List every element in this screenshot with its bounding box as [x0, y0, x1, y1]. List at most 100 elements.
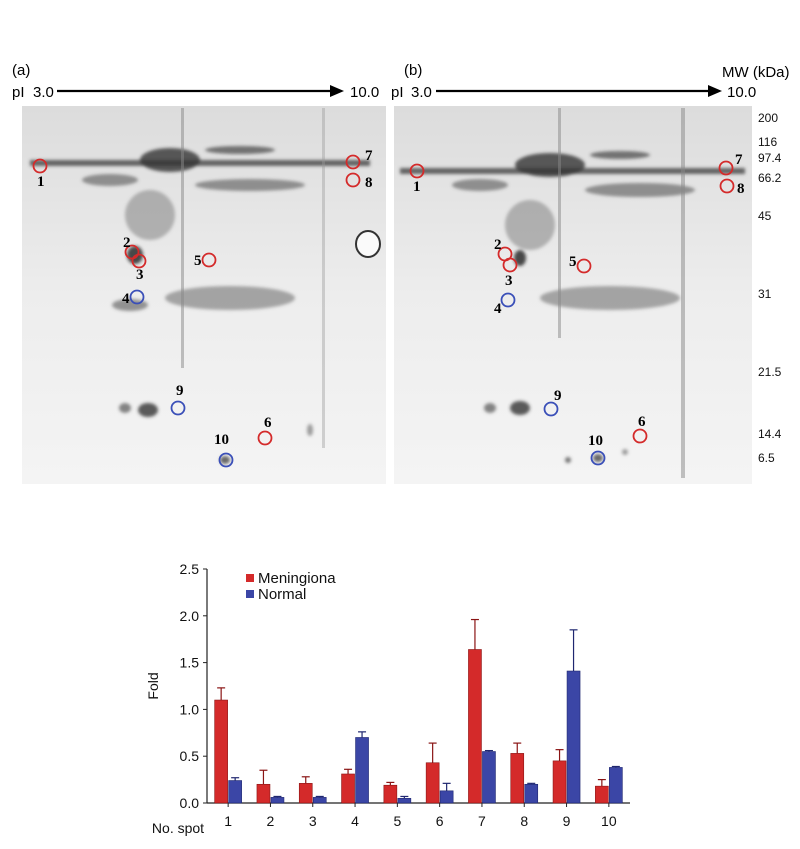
panel-a-spot-circle-3	[131, 253, 147, 269]
panel-a-spot-circle-2	[124, 244, 140, 260]
panel-b-spot-circle-7	[718, 160, 734, 176]
mw-marker-5: 31	[758, 287, 772, 301]
panel-b-spot-number-1: 1	[413, 179, 421, 195]
panel-a-pi-end: 10.0	[350, 84, 379, 101]
panel-b-spot-number-9: 9	[554, 388, 562, 404]
spots-panel-a: 1 234 5 6 7 8 9 10	[32, 148, 373, 468]
x-tick-label-6: 6	[436, 813, 444, 829]
gel-figure: (a) pI 3.0 10.0 (b) pI 3.0 10.0 MW (kDa)	[12, 62, 790, 484]
bar-meningioma-1	[214, 699, 228, 804]
panel-a-spot-number-10: 10	[214, 432, 229, 448]
panel-b-spot-circle-4	[500, 292, 516, 308]
panel-b-spot-circle-10	[590, 450, 606, 466]
mw-marker-6: 21.5	[758, 365, 782, 379]
x-tick-label-5: 5	[393, 813, 401, 829]
gel-image-a	[22, 106, 386, 484]
mw-marker-8: 6.5	[758, 451, 775, 465]
panel-b-spot-number-6: 6	[638, 414, 646, 430]
bar-normal-1	[228, 780, 242, 804]
panel-b-spot-circle-1	[409, 163, 425, 179]
panel-a-spot-circle-7	[345, 154, 361, 170]
mw-marker-0: 200	[758, 111, 778, 125]
panel-b-spot-number-3: 3	[505, 273, 513, 289]
bar-normal-8	[524, 783, 539, 804]
panel-a-spot-circle-10	[218, 452, 234, 468]
x-axis-label: No. spot	[152, 820, 204, 836]
mw-marker-3: 66.2	[758, 171, 782, 185]
panel-b-spot-number-5: 5	[569, 254, 577, 270]
gel-image-b	[394, 106, 752, 484]
panel-b-spot-circle-3	[502, 257, 518, 273]
mw-marker-2: 97.4	[758, 151, 782, 165]
x-tick-label-8: 8	[520, 813, 528, 829]
panel-b-pi-end: 10.0	[727, 84, 756, 101]
panel-a-pi-prefix: pI	[12, 84, 25, 101]
x-tick-label-9: 9	[563, 813, 571, 829]
x-tick-label-1: 1	[224, 813, 232, 829]
panel-a-spot-circle-1	[32, 158, 48, 174]
x-tick-label-7: 7	[478, 813, 486, 829]
y-tick-label-3: 1.5	[180, 655, 200, 671]
panel-b-spot-number-4: 4	[494, 301, 502, 317]
legend-swatch-normal	[246, 590, 254, 598]
bar-meningioma-9	[552, 760, 567, 804]
bar-normal-4	[355, 737, 369, 804]
panel-a-spot-number-4: 4	[122, 291, 130, 307]
panel-a-spot-circle-8	[345, 172, 361, 188]
x-tick-label-4: 4	[351, 813, 359, 829]
mw-marker-1: 116	[758, 135, 777, 149]
panel-b-label: (b)	[404, 62, 422, 79]
y-tick-label-0: 0.0	[180, 795, 200, 811]
bar-normal-9	[566, 670, 581, 804]
bar-meningioma-2	[256, 783, 271, 804]
mw-marker-7: 14.4	[758, 427, 782, 441]
panel-b-pi-start: 3.0	[411, 84, 432, 101]
y-axis-label: Fold	[145, 672, 161, 699]
mw-title: MW (kDa)	[722, 64, 790, 81]
legend-label-normal: Normal	[258, 586, 306, 603]
bar-meningioma-7	[468, 649, 482, 804]
panel-a-spot-number-3: 3	[136, 267, 144, 283]
panel-a-pi-start: 3.0	[33, 84, 54, 101]
y-tick-label-1: 0.5	[180, 748, 200, 764]
y-tick-label-2: 1.0	[180, 701, 200, 717]
panel-a-arrowhead-icon	[330, 85, 344, 97]
spots-panel-b: 1 2 34 5 6 7 8 9 10	[409, 152, 745, 466]
panel-a-spot-number-7: 7	[365, 148, 373, 164]
legend-swatch-meningioma	[246, 574, 254, 582]
bar-meningioma-5	[383, 784, 398, 804]
panel-b-spot-number-10: 10	[588, 433, 603, 449]
panel-a-spot-circle-9	[170, 400, 186, 416]
bar-meningioma-3	[298, 783, 313, 804]
panel-a-spot-number-5: 5	[194, 253, 202, 269]
panel-a-spot-circle-6	[257, 430, 273, 446]
panel-b-spot-number-7: 7	[735, 152, 743, 168]
x-tick-label-10: 10	[601, 813, 617, 829]
x-tick-label-2: 2	[267, 813, 275, 829]
panel-a-spot-number-1: 1	[37, 174, 45, 190]
bar-meningioma-6	[425, 762, 440, 804]
panel-b-spot-circle-6	[632, 428, 648, 444]
bar-meningioma-4	[341, 773, 355, 804]
panel-b-spot-number-2: 2	[494, 237, 502, 253]
bar-normal-7	[482, 751, 496, 804]
panel-a-spot-number-6: 6	[264, 415, 272, 431]
panel-a-spot-circle-4	[129, 289, 145, 305]
panel-b-spot-number-8: 8	[737, 181, 745, 197]
bar-normal-6	[439, 790, 454, 804]
panel-a-label: (a)	[12, 62, 30, 79]
panel-a-spot-number-9: 9	[176, 383, 184, 399]
panel-b-arrowhead-icon	[708, 85, 722, 97]
bar-meningioma-8	[510, 753, 525, 804]
bar-meningioma-10	[595, 785, 609, 804]
panel-a-spot-number-2: 2	[123, 235, 131, 251]
x-tick-label-3: 3	[309, 813, 317, 829]
panel-b-spot-circle-5	[576, 258, 592, 274]
bar-normal-2	[270, 797, 285, 804]
panel-a-spot-circle-5	[201, 252, 217, 268]
bar-normal-3	[312, 797, 327, 804]
panel-b-pi-prefix: pI	[391, 84, 404, 101]
mw-marker-4: 45	[758, 209, 772, 223]
mw-marker-labels: 200 116 97.4 66.2 45 31 21.5 14.4 6.5	[758, 111, 782, 465]
panel-b-spot-circle-9	[543, 401, 559, 417]
